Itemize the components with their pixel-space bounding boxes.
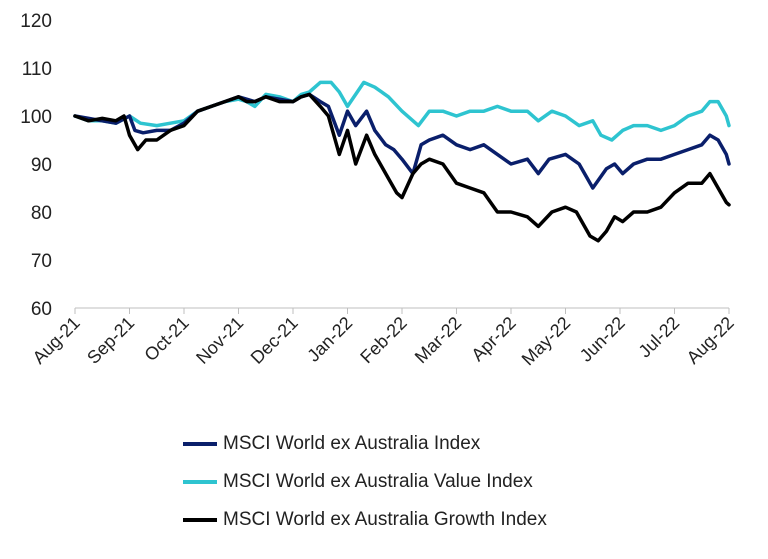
- y-tick-label: 100: [20, 107, 52, 128]
- x-tick-label: Aug-21: [29, 313, 84, 368]
- x-tick-label: Jan-22: [303, 313, 356, 366]
- legend-swatch-world: [183, 442, 217, 446]
- x-tick-label: May-22: [518, 313, 575, 370]
- legend-swatch-value: [183, 480, 217, 484]
- legend-item-value: MSCI World ex Australia Value Index: [183, 463, 547, 501]
- x-tick-label: Feb-22: [356, 313, 410, 367]
- legend-label-value: MSCI World ex Australia Value Index: [223, 471, 533, 492]
- series-line-0: [73, 92, 731, 190]
- series-line-1: [73, 80, 731, 142]
- x-tick-label: Oct-21: [140, 313, 192, 365]
- legend-label-world: MSCI World ex Australia Index: [223, 433, 481, 454]
- legend-item-growth: MSCI World ex Australia Growth Index: [183, 501, 547, 539]
- x-tick-label: Apr-22: [467, 313, 519, 365]
- legend: MSCI World ex Australia Index MSCI World…: [183, 425, 547, 539]
- x-tick-label: Jun-22: [576, 313, 629, 366]
- x-tick-label: Sep-21: [83, 313, 138, 368]
- y-tick-label: 80: [31, 203, 52, 224]
- y-tick-label: 60: [31, 299, 52, 320]
- y-tick-label: 110: [22, 59, 52, 80]
- y-tick-label: 90: [31, 155, 52, 176]
- x-tick-label: Mar-22: [411, 313, 465, 367]
- x-tick-label: Jul-22: [635, 313, 684, 362]
- line-chart: 60 70 80 90 100 110 120 Aug-21 Sep-21 Oct-21 Nov-…: [20, 11, 738, 369]
- legend-swatch-growth: [183, 518, 217, 522]
- legend-item-world: MSCI World ex Australia Index: [183, 425, 547, 463]
- y-axis: 60 70 80 90 100 110 120: [20, 11, 52, 320]
- y-tick-label: 120: [20, 11, 52, 32]
- x-tick-label: Aug-22: [683, 313, 738, 368]
- x-tick-label: Dec-21: [247, 313, 302, 368]
- y-tick-label: 70: [31, 251, 52, 272]
- series-line-2: [73, 92, 731, 243]
- x-tick-label: Nov-21: [192, 313, 247, 368]
- legend-label-growth: MSCI World ex Australia Growth Index: [223, 509, 547, 530]
- x-axis: Aug-21 Sep-21 Oct-21 Nov-21 Dec-21 Jan-22 Feb-…: [29, 308, 738, 369]
- series-layer: [73, 80, 731, 243]
